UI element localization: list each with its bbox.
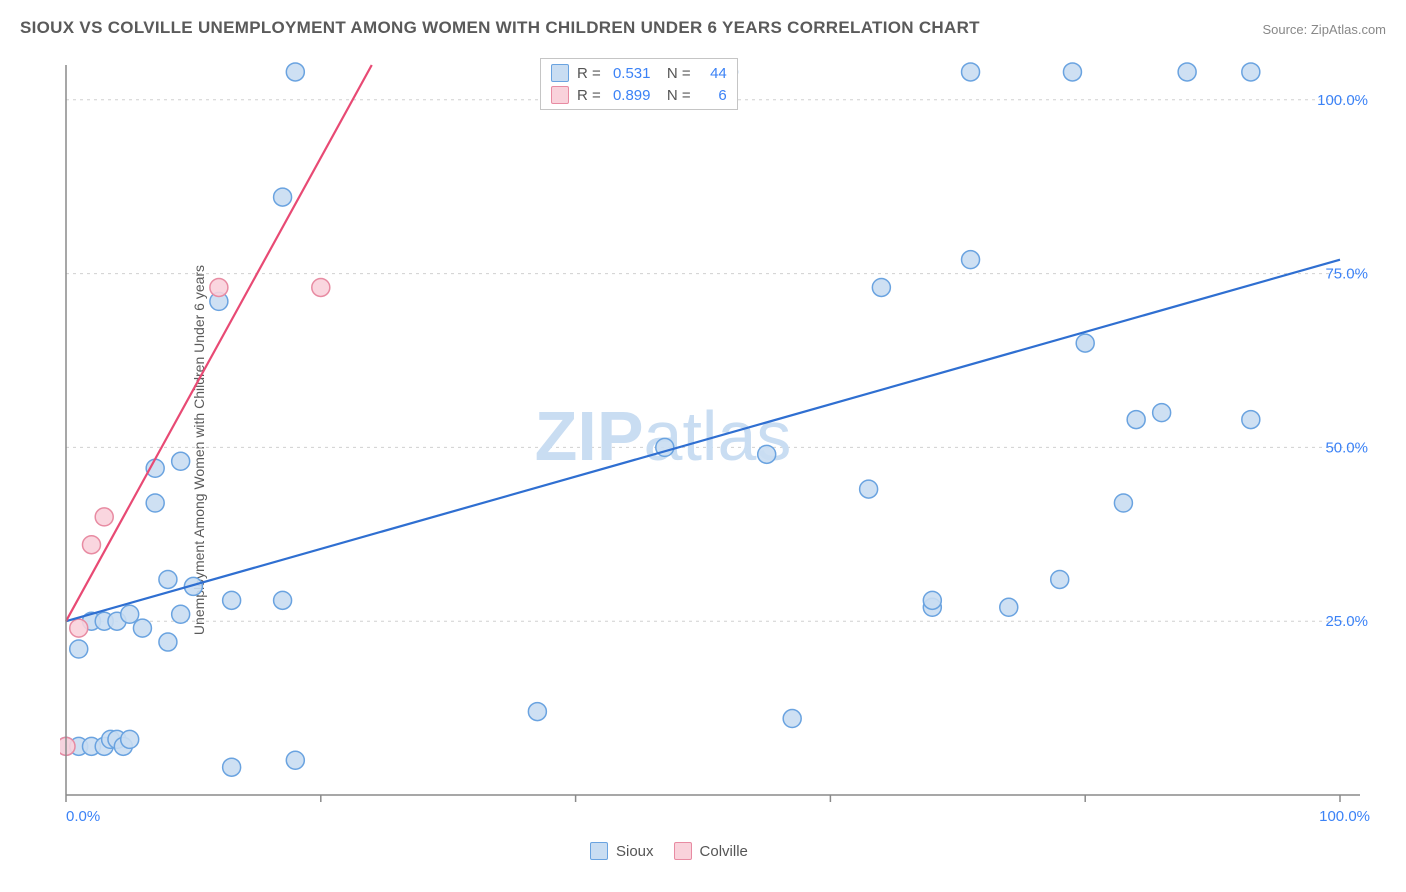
y-tick-label: 100.0% (1317, 92, 1368, 109)
data-point (274, 591, 292, 609)
source-label: Source: ZipAtlas.com (1262, 22, 1386, 37)
data-point (70, 640, 88, 658)
data-point (1000, 598, 1018, 616)
legend-swatch (674, 842, 692, 860)
data-point (121, 730, 139, 748)
data-point (783, 710, 801, 728)
data-point (274, 188, 292, 206)
data-point (1178, 63, 1196, 81)
stats-legend-row: R = 0.531 N = 44 (551, 64, 727, 82)
stat-r-label: R = (577, 65, 605, 82)
data-point (60, 737, 75, 755)
trend-line (66, 260, 1340, 622)
data-point (1242, 63, 1260, 81)
legend-swatch (590, 842, 608, 860)
legend-swatch (551, 64, 569, 82)
data-point (159, 633, 177, 651)
data-point (133, 619, 151, 637)
scatter-chart: 25.0% 50.0% 75.0% 100.0% ZIPatlas 0.0% 100.0% (60, 55, 1380, 835)
stat-r-value: 0.899 (613, 87, 651, 104)
data-point (860, 480, 878, 498)
legend-swatch (551, 86, 569, 104)
plot-area: 25.0% 50.0% 75.0% 100.0% ZIPatlas 0.0% 100.0% (60, 55, 1380, 835)
stat-n-value: 44 (703, 65, 727, 82)
y-tick-label: 50.0% (1325, 439, 1368, 456)
stat-r-label: R = (577, 87, 605, 104)
x-tick-label: 100.0% (1319, 808, 1370, 825)
series-name: Colville (700, 843, 748, 860)
stat-n-value: 6 (703, 87, 727, 104)
data-point (223, 758, 241, 776)
chart-title: SIOUX VS COLVILLE UNEMPLOYMENT AMONG WOM… (20, 18, 980, 38)
data-point (121, 605, 139, 623)
series-legend-item: Sioux (590, 842, 654, 860)
data-point (1242, 411, 1260, 429)
data-point (1063, 63, 1081, 81)
stat-r-value: 0.531 (613, 65, 651, 82)
watermark: ZIPatlas (535, 397, 792, 475)
data-point (1153, 404, 1171, 422)
trend-line (66, 65, 372, 621)
data-point (312, 278, 330, 296)
x-tick-label: 0.0% (66, 808, 100, 825)
data-point (872, 278, 890, 296)
data-point (1051, 570, 1069, 588)
data-point (962, 63, 980, 81)
data-point (146, 494, 164, 512)
data-point (1114, 494, 1132, 512)
data-point (95, 508, 113, 526)
data-point (1127, 411, 1145, 429)
stats-legend-row: R = 0.899 N = 6 (551, 86, 727, 104)
data-point (962, 251, 980, 269)
data-point (923, 591, 941, 609)
y-tick-label: 25.0% (1325, 613, 1368, 630)
data-point (82, 536, 100, 554)
data-point (172, 605, 190, 623)
data-point (223, 591, 241, 609)
data-point (172, 452, 190, 470)
stat-n-label: N = (658, 65, 694, 82)
y-tick-label: 75.0% (1325, 266, 1368, 283)
data-point (70, 619, 88, 637)
data-point (1076, 334, 1094, 352)
data-point (758, 445, 776, 463)
data-point (528, 703, 546, 721)
series-legend-item: Colville (674, 842, 748, 860)
series-legend: Sioux Colville (590, 842, 748, 860)
stats-legend: R = 0.531 N = 44R = 0.899 N = 6 (540, 58, 738, 110)
stat-n-label: N = (658, 87, 694, 104)
series-name: Sioux (616, 843, 654, 860)
data-point (210, 278, 228, 296)
data-point (286, 63, 304, 81)
data-point (286, 751, 304, 769)
data-point (159, 570, 177, 588)
